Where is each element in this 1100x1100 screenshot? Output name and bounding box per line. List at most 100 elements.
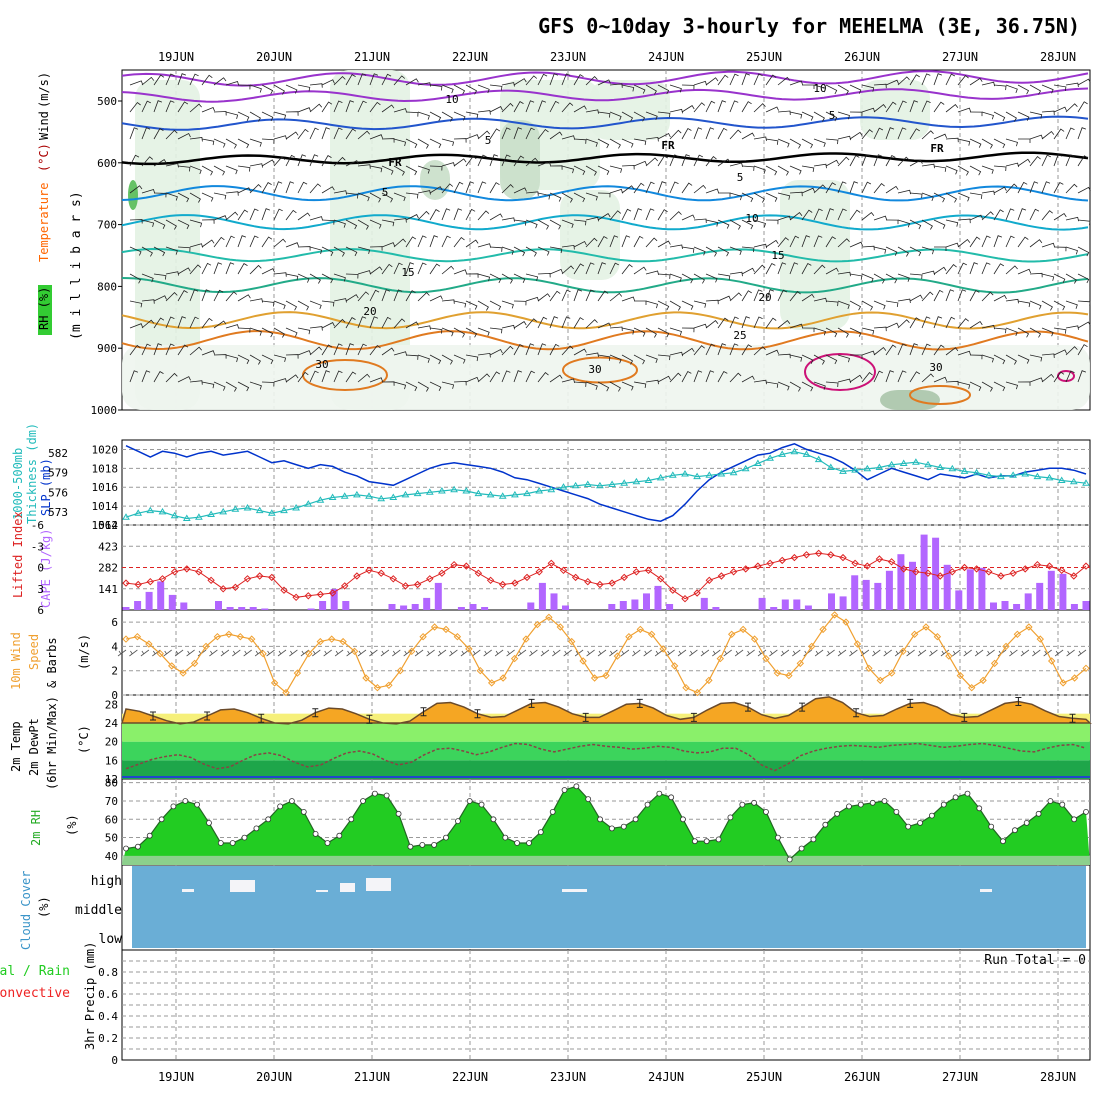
wind-barb [1029, 156, 1041, 167]
wind-barb [189, 316, 199, 329]
wind-barb [753, 192, 765, 203]
wind-barb [573, 240, 587, 248]
wind-barb [321, 101, 333, 113]
wind-barb [789, 235, 800, 248]
wind-barb [777, 381, 790, 391]
thickness-line-point [826, 463, 835, 470]
wind-barb [165, 246, 178, 255]
wind-barb [921, 270, 935, 276]
wind-barb [621, 164, 635, 170]
surface-wind-barb [1054, 649, 1064, 657]
dewpt-label: 2m DewPt [27, 718, 41, 776]
wind-barb [813, 354, 825, 365]
wind-barb [717, 158, 731, 167]
wind-barb [225, 191, 239, 196]
cape-bar [400, 605, 408, 610]
rh-line-point [134, 843, 141, 850]
thickness-line-point [1082, 479, 1090, 486]
rh-line-point [1035, 810, 1042, 817]
wind-barb [1041, 210, 1053, 221]
wind-barb [945, 192, 958, 203]
bottom-date-label: 22JUN [452, 1070, 488, 1084]
wind-barb [621, 208, 632, 221]
wind-barb [321, 322, 335, 329]
wind-barb [381, 104, 395, 113]
wind-barb [681, 273, 694, 284]
wind-barb [393, 75, 406, 86]
wind-barb [693, 154, 703, 167]
wind-barb [573, 219, 587, 226]
thickness-line-point [899, 459, 908, 466]
wind-barb [141, 370, 151, 383]
wind-barb [489, 300, 502, 311]
thickness-line-point [292, 504, 300, 511]
wind-barb [345, 100, 355, 113]
wind-barb [261, 159, 275, 167]
high-cloud-block [980, 889, 992, 892]
cape-bar [897, 554, 905, 610]
rh-line-point [443, 834, 449, 841]
thickness-line-point [389, 493, 398, 500]
wind-speed-line-point [785, 671, 793, 680]
wind-barb [849, 131, 863, 140]
cape-bar [388, 604, 396, 610]
lifted-index-line-point [170, 568, 179, 576]
wind-barb [549, 131, 563, 140]
wind-barb [717, 246, 730, 257]
wind-barb [357, 246, 371, 254]
wind-barb [177, 219, 190, 230]
wind-barb [897, 189, 911, 195]
wind-barb [405, 111, 419, 117]
thickness-line-point [705, 471, 714, 478]
wind-barb [369, 344, 381, 356]
thickness-line-point [1069, 477, 1078, 485]
wind-barb [753, 136, 767, 141]
surface-wind-barb [506, 649, 515, 657]
wind-barb [393, 238, 407, 248]
wind-barb [273, 272, 287, 277]
wind-barb [981, 235, 991, 248]
wind-barb [753, 243, 767, 249]
thickness-line-point [790, 447, 799, 455]
wind-speed-line-point [716, 654, 725, 663]
wind-barb [741, 316, 751, 329]
surface-wind-barb [323, 649, 332, 657]
wind-barb [741, 132, 755, 140]
lifted-index-line-point [498, 580, 507, 589]
rh-line-point [763, 809, 769, 815]
wind-barb [717, 74, 729, 86]
wind-barb [393, 318, 406, 329]
surface-wind-barb [940, 649, 950, 657]
temp-minmax-bar [1015, 697, 1022, 706]
wind-barb [777, 165, 789, 176]
wind-barb [201, 219, 215, 224]
wind-barb [909, 219, 922, 230]
wind-barb [549, 219, 562, 230]
lifted-index-line-point [681, 594, 689, 603]
thickness-line-point [656, 473, 665, 481]
wind-barb [465, 111, 479, 119]
wind-barb [693, 80, 707, 86]
warm-contour [562, 356, 638, 384]
wind-barb [285, 84, 298, 94]
wind-barb [669, 300, 681, 311]
wind-barb [705, 219, 719, 227]
wind-barb [177, 73, 187, 86]
wind-barb [357, 100, 367, 113]
wind-barb [717, 295, 731, 302]
wind-barb [465, 181, 475, 194]
top-date-label: 24JUN [648, 50, 684, 64]
wind-barb [357, 373, 371, 383]
temp-minmax-bar [690, 712, 697, 722]
isotherm-line [121, 115, 1089, 131]
wind-speed-line-point [327, 635, 336, 643]
rh-line-point [834, 810, 840, 817]
wind-barb [933, 376, 948, 383]
wind-barb [993, 327, 1007, 334]
wind-barb [369, 73, 379, 86]
wind-barb [885, 219, 899, 225]
rh-line-point [336, 832, 343, 839]
isotherm-label: 5 [382, 186, 389, 199]
wind-barb [969, 192, 983, 199]
wind-barb [609, 235, 619, 248]
